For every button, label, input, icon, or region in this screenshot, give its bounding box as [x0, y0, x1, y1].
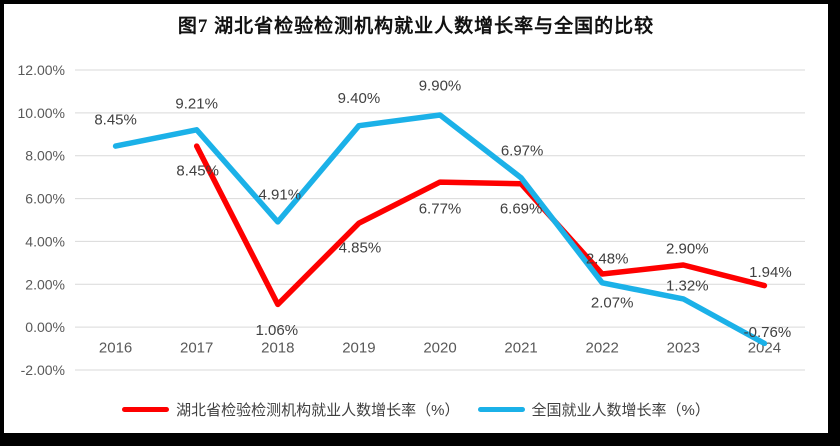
data-label-national-2016: 8.45% [94, 112, 137, 129]
data-label-national-2018: 4.91% [259, 186, 302, 203]
data-label-hubei-2023: 2.90% [666, 241, 709, 258]
y-tick-label: -2.00% [21, 362, 65, 378]
y-tick-label: 8.00% [25, 148, 65, 164]
data-label-hubei-2018: 1.06% [256, 322, 299, 339]
x-axis-labels: 2016 2017 2018 2019 2020 2021 2022 2023 2024 [99, 340, 781, 357]
x-tick-label: 2023 [667, 340, 700, 357]
data-label-national-2024: -0.76% [744, 324, 792, 341]
x-tick-label: 2021 [504, 340, 537, 357]
legend-swatch-national [477, 406, 525, 412]
x-tick-label: 2018 [261, 340, 294, 357]
x-tick-label: 2024 [748, 340, 781, 357]
data-label-national-2022: 2.07% [591, 294, 634, 311]
legend-label-national: 全国就业人数增长率（%） [531, 401, 710, 419]
data-label-hubei-2021: 6.69% [500, 200, 543, 217]
y-tick-label: 10.00% [18, 105, 65, 121]
data-label-hubei-2022: 2.48% [586, 251, 629, 268]
y-tick-label: 12.00% [18, 62, 65, 78]
data-label-national-2017: 9.21% [175, 95, 218, 112]
x-tick-label: 2017 [180, 340, 213, 357]
data-label-national-2023: 1.32% [666, 277, 709, 294]
legend-item-national: 全国就业人数增长率（%） [477, 399, 710, 420]
line-chart: 12.00% 10.00% 8.00% 6.00% 4.00% 2.00% 0.00% -2.… [18, 62, 805, 378]
legend: 湖北省检验检测机构就业人数增长率（%） 全国就业人数增长率（%） [4, 396, 828, 422]
data-label-hubei-2017: 8.45% [176, 163, 219, 180]
data-label-national-2020: 9.90% [419, 78, 462, 95]
data-label-hubei-2019: 4.85% [339, 240, 382, 257]
legend-item-hubei: 湖北省检验检测机构就业人数增长率（%） [122, 399, 460, 420]
data-label-national-2021: 6.97% [501, 142, 544, 159]
data-label-hubei-2024: 1.94% [749, 264, 792, 281]
series-line-hubei [193, 143, 768, 308]
x-tick-label: 2020 [423, 340, 456, 357]
y-tick-label: 4.00% [25, 233, 65, 249]
legend-swatch-hubei [122, 406, 170, 412]
legend-label-hubei: 湖北省检验检测机构就业人数增长率（%） [176, 401, 460, 419]
series-line-national [112, 112, 768, 347]
data-label-hubei-2020: 6.77% [419, 201, 462, 218]
y-tick-label: 0.00% [25, 319, 65, 335]
y-tick-label: 2.00% [25, 276, 65, 292]
x-tick-label: 2016 [99, 340, 132, 357]
x-tick-label: 2022 [586, 340, 619, 357]
y-axis-labels: 12.00% 10.00% 8.00% 6.00% 4.00% 2.00% 0.00% -2.… [18, 62, 65, 378]
x-tick-label: 2019 [342, 340, 375, 357]
data-label-national-2019: 9.40% [338, 90, 381, 107]
chart-title: 图7 湖北省检验检测机构就业人数增长率与全国的比较 [177, 16, 655, 37]
y-tick-label: 6.00% [25, 191, 65, 207]
